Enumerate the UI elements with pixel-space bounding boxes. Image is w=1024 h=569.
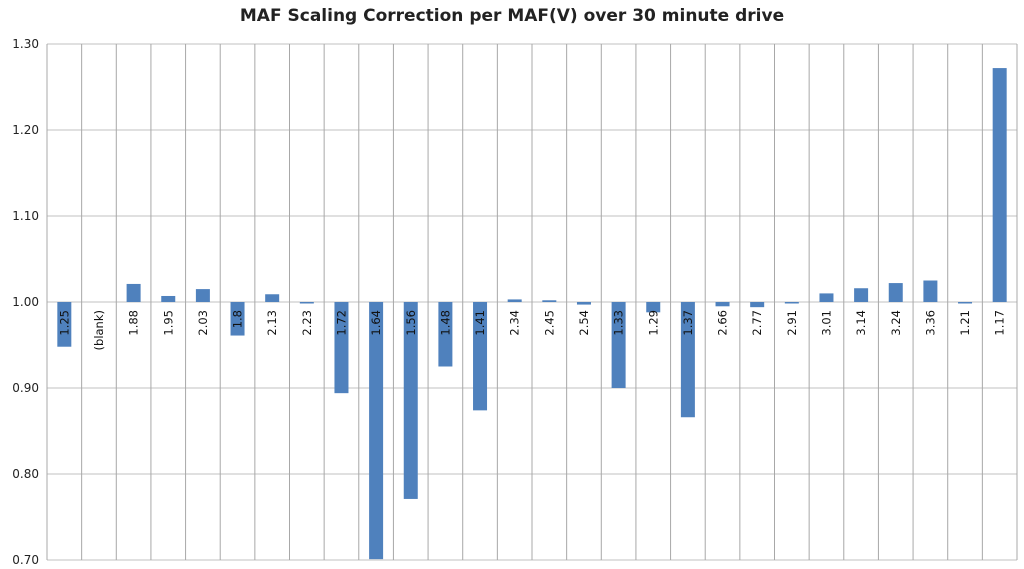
x-category-label: 1.64 <box>369 310 383 336</box>
x-category-label: 2.34 <box>508 310 522 336</box>
y-tick-label: 0.70 <box>12 553 39 567</box>
bar <box>646 302 661 313</box>
bar <box>958 302 973 304</box>
bar <box>334 302 349 394</box>
bar <box>126 283 141 302</box>
bar <box>715 302 730 307</box>
x-category-label: 3.24 <box>889 310 903 336</box>
bar <box>195 289 210 302</box>
x-category-label: 2.45 <box>542 310 556 336</box>
x-category-label: 2.03 <box>196 310 210 336</box>
x-category-label: 1.17 <box>993 310 1007 336</box>
x-category-label: 3.36 <box>923 310 937 336</box>
x-category-label: 1.33 <box>612 310 626 336</box>
bar <box>403 302 418 499</box>
x-category-label: 3.14 <box>854 310 868 336</box>
x-category-label: 1.48 <box>438 310 452 336</box>
x-category-label: 1.8 <box>231 310 245 328</box>
x-category-label: 2.54 <box>577 310 591 336</box>
bar <box>611 302 626 388</box>
bar <box>265 294 280 302</box>
bar <box>299 302 314 304</box>
x-category-label: 3.01 <box>819 310 833 336</box>
bar <box>784 302 799 304</box>
x-category-label: 2.77 <box>750 310 764 336</box>
bar <box>819 293 834 302</box>
bar <box>888 283 903 302</box>
x-category-label: 1.37 <box>681 310 695 336</box>
y-tick-label: 0.80 <box>12 467 39 481</box>
bar <box>680 302 695 418</box>
x-category-label: 1.25 <box>57 310 71 336</box>
bar <box>854 288 869 302</box>
x-category-label: 1.88 <box>127 310 141 336</box>
bar <box>750 302 765 308</box>
y-tick-label: 1.20 <box>12 123 39 137</box>
bar <box>576 302 591 305</box>
bar <box>438 302 453 367</box>
bar <box>161 295 176 302</box>
bar <box>923 280 938 302</box>
x-category-label: 1.95 <box>161 310 175 336</box>
y-tick-label: 1.00 <box>12 295 39 309</box>
bar <box>230 302 245 336</box>
x-category-label: 2.91 <box>785 310 799 336</box>
x-category-label: 2.13 <box>265 310 279 336</box>
y-tick-label: 1.10 <box>12 209 39 223</box>
x-category-label: 1.56 <box>404 310 418 336</box>
chart-title: MAF Scaling Correction per MAF(V) over 3… <box>239 6 785 26</box>
bar <box>542 300 557 302</box>
bar <box>473 302 488 411</box>
bar <box>369 302 384 560</box>
y-tick-label: 0.90 <box>12 381 39 395</box>
bar <box>507 299 522 302</box>
bar <box>57 302 72 347</box>
x-category-label: 1.29 <box>646 310 660 336</box>
bar <box>992 68 1007 302</box>
x-category-label: 1.41 <box>473 310 487 336</box>
x-category-label: 2.66 <box>716 310 730 336</box>
x-category-label: 2.23 <box>300 310 314 336</box>
x-category-label: (blank) <box>92 310 106 350</box>
x-category-label: 1.21 <box>958 310 972 336</box>
y-tick-label: 1.30 <box>12 37 39 51</box>
x-category-label: 1.72 <box>334 310 348 336</box>
